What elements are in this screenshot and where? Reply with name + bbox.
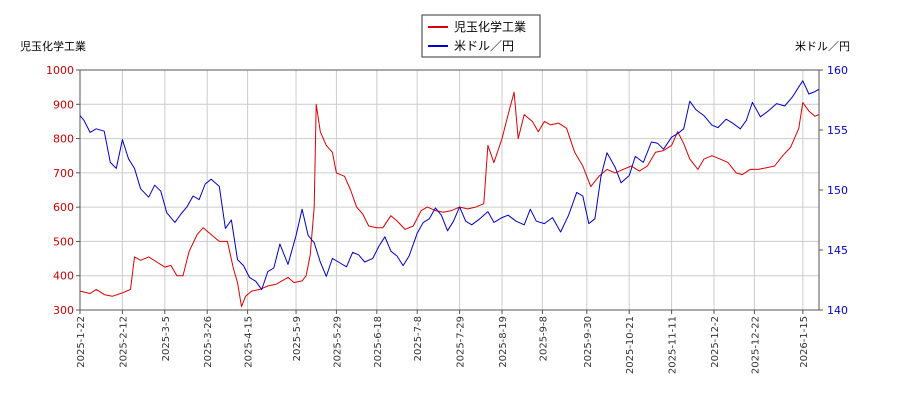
- x-tick-label: 2025-1-22: [76, 316, 87, 368]
- legend-label-stock: 児玉化学工業: [454, 19, 526, 34]
- left-tick-label: 400: [53, 270, 74, 283]
- x-tick-label: 2025-3-5: [161, 316, 172, 361]
- left-tick-label: 600: [53, 201, 74, 214]
- right-tick-label: 160: [827, 64, 848, 77]
- x-tick-label: 2025-5-9: [292, 316, 303, 361]
- left-tick-label: 900: [53, 98, 74, 111]
- x-tick-label: 2026-1-15: [799, 316, 810, 368]
- x-tick-label: 2025-9-8: [538, 316, 549, 361]
- x-tick-label: 2025-11-11: [668, 316, 679, 374]
- x-tick-label: 2025-2-12: [118, 316, 129, 368]
- left-tick-label: 1000: [46, 64, 74, 77]
- x-axis-ticks: 2025-1-22 2025-2-12 2025-3-5 2025-3-26 2025-…: [76, 310, 810, 374]
- right-tick-label: 150: [827, 184, 848, 197]
- x-tick-label: 2025-9-30: [583, 316, 594, 368]
- x-tick-label: 2025-6-18: [373, 316, 384, 368]
- x-tick-label: 2025-4-15: [244, 316, 255, 368]
- legend-box: [421, 14, 541, 58]
- x-tick-label: 2025-12-22: [750, 316, 761, 374]
- x-tick-label: 2025-12-2: [710, 316, 721, 368]
- x-tick-label: 2025-10-21: [625, 316, 636, 374]
- left-tick-label: 300: [53, 304, 74, 317]
- series-line-stock: [79, 91, 820, 308]
- right-axis-ticks: 140 145 150 155 160: [819, 64, 848, 317]
- right-axis-title: 米ドル／円: [795, 40, 850, 53]
- left-tick-label: 800: [53, 133, 74, 146]
- left-axis-title: 児玉化学工業: [20, 39, 86, 53]
- left-tick-label: 500: [53, 235, 74, 248]
- series-line-usdjpy: [79, 80, 820, 291]
- x-tick-label: 2025-8-19: [498, 316, 509, 368]
- right-tick-label: 155: [827, 124, 848, 137]
- x-tick-label: 2025-7-29: [456, 316, 467, 368]
- right-tick-label: 140: [827, 304, 848, 317]
- grid-lines: [79, 69, 819, 311]
- x-tick-label: 2025-7-8: [413, 316, 424, 361]
- left-tick-label: 700: [53, 167, 74, 180]
- x-tick-label: 2025-3-26: [203, 316, 214, 368]
- legend: 児玉化学工業 米ドル／円: [421, 14, 541, 58]
- legend-label-fx: 米ドル／円: [454, 39, 514, 53]
- right-tick-label: 145: [827, 244, 848, 257]
- series-layer: [79, 80, 820, 308]
- left-axis-ticks: 300 400 500 600 700 800 900 1000: [46, 64, 80, 317]
- x-tick-label: 2025-5-29: [332, 316, 343, 368]
